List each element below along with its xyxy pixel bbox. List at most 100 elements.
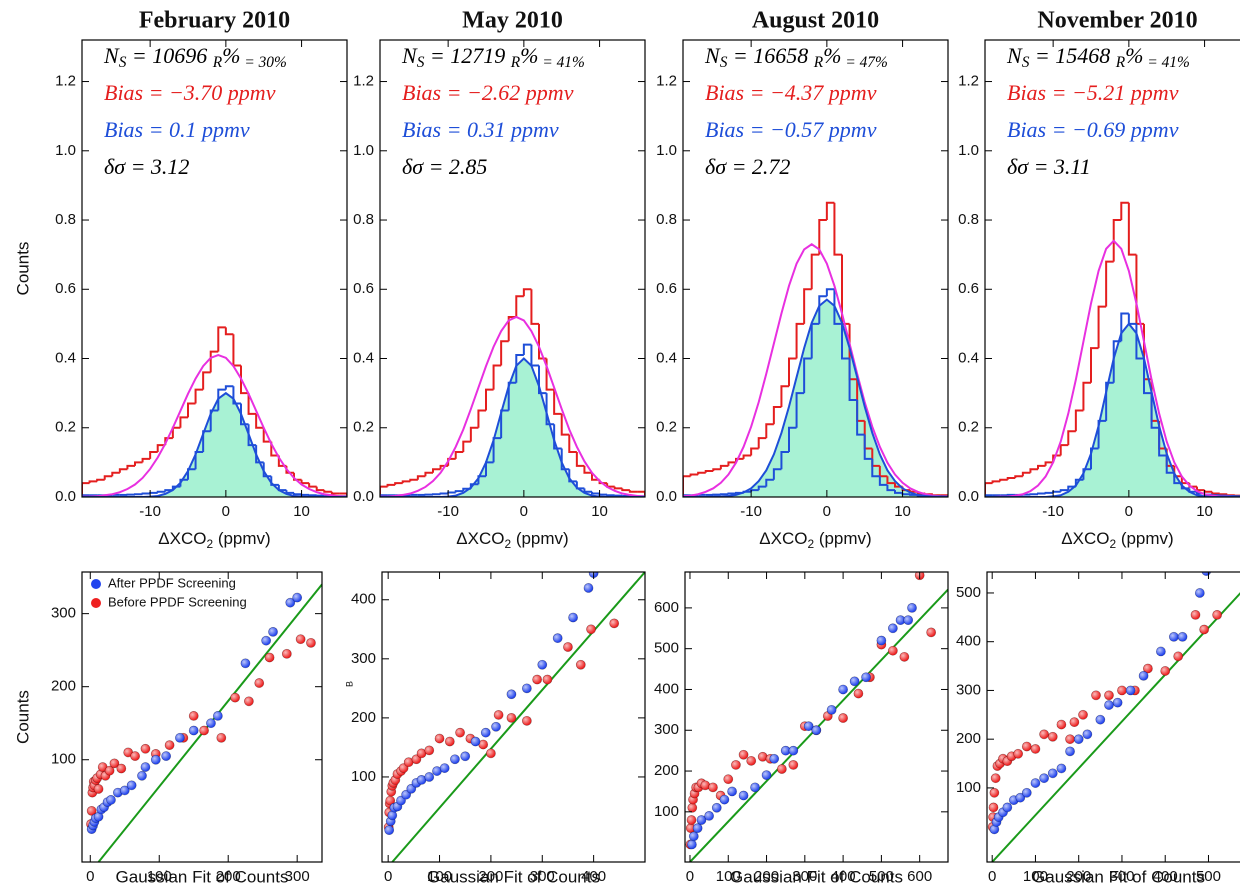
histogram-bin xyxy=(308,483,317,488)
annotation: δσ = 2.85 xyxy=(402,154,487,179)
legend-label: After PPDF Screening xyxy=(108,575,236,590)
histogram-bin xyxy=(454,490,464,493)
x-tick-label: 400 xyxy=(581,868,606,885)
text-segment: (ppmv) xyxy=(511,529,569,548)
fit-line xyxy=(689,588,948,862)
subscript: R xyxy=(212,54,223,71)
histogram-bin xyxy=(780,385,789,407)
histogram-bin xyxy=(88,480,98,484)
text-segment: N xyxy=(401,43,418,68)
fit-area xyxy=(380,358,645,497)
histogram-bin xyxy=(240,365,249,395)
annotation: NS = 16658 R% = 47% xyxy=(704,43,888,70)
histogram-bin xyxy=(82,494,90,497)
histogram-bin xyxy=(697,471,706,475)
x-tick-label: 0 xyxy=(686,868,694,885)
y-tick-label: 500 xyxy=(654,640,679,657)
histogram-bin xyxy=(179,416,188,428)
y-tick-label: 0.8 xyxy=(958,211,979,228)
histogram-bin xyxy=(386,483,396,487)
histogram-bin xyxy=(795,392,805,428)
histogram-bin xyxy=(285,490,294,494)
x-tick-label: 300 xyxy=(1109,868,1134,885)
plot-area xyxy=(685,572,948,862)
text-segment: ΔXCO xyxy=(456,529,504,548)
x-tick-label: -10 xyxy=(1042,503,1064,520)
x-axis-label: ΔXCO2 (ppmv) xyxy=(1061,529,1173,551)
histogram-bin xyxy=(1218,493,1228,496)
histogram-bin xyxy=(780,450,789,470)
histogram-bin xyxy=(141,492,151,495)
annotation: NS = 15468 R% = 41% xyxy=(1006,43,1190,70)
histogram-bin xyxy=(149,450,158,459)
annotation: Bias = −4.37 ppmv xyxy=(705,80,877,105)
histogram-bin xyxy=(447,457,456,466)
histogram-bin xyxy=(255,445,264,464)
annotation: δσ = 2.72 xyxy=(705,154,790,179)
y-tick-label: 1.0 xyxy=(958,142,979,159)
histogram-bin xyxy=(538,323,547,360)
histogram-bin xyxy=(621,488,630,492)
text-segment: Bias = −0.57 ppmv xyxy=(705,117,877,142)
text-segment: % xyxy=(222,43,240,68)
x-tick-label: 200 xyxy=(216,868,241,885)
histogram-bin xyxy=(719,464,729,470)
chart-title: November 2010 xyxy=(1037,8,1197,34)
x-tick-label: 0 xyxy=(384,868,392,885)
y-tick-label: 0.6 xyxy=(353,280,374,297)
histogram-bin xyxy=(1097,305,1107,349)
annotation: δσ = 3.12 xyxy=(104,154,189,179)
x-tick-label: 0 xyxy=(86,868,94,885)
y-tick-label: 300 xyxy=(351,650,376,667)
legend-label: Before PPDF Screening xyxy=(108,594,247,609)
subscript: R xyxy=(510,54,521,71)
x-axis-label: Gaussian Fit of Counts xyxy=(1032,867,1205,886)
histogram-bin xyxy=(240,403,249,426)
x-tick-label: 200 xyxy=(478,868,503,885)
histogram-bin xyxy=(1211,491,1220,495)
x-tick-label: 400 xyxy=(1153,868,1178,885)
histogram-bin xyxy=(788,426,797,452)
y-tick-label: 500 xyxy=(956,584,981,601)
histogram-bin xyxy=(1112,219,1122,262)
y-tick-label: 300 xyxy=(654,721,679,738)
histogram-bin xyxy=(247,393,257,415)
x-tick-label: 600 xyxy=(907,868,932,885)
text-segment: δσ = 3.12 xyxy=(104,154,189,179)
histogram-bin xyxy=(515,295,524,317)
x-tick-label: -10 xyxy=(437,503,459,520)
y-tick-label: 0.2 xyxy=(55,419,76,436)
histogram-bin xyxy=(833,289,842,325)
histogram-bin xyxy=(171,426,181,439)
text-segment: δσ = 2.85 xyxy=(402,154,487,179)
plot-area xyxy=(82,326,347,497)
y-tick-label: 0.4 xyxy=(353,349,374,366)
y-axis-label: Counts xyxy=(13,242,32,296)
fit-curve xyxy=(683,298,948,497)
y-tick-label: 0.4 xyxy=(656,349,677,366)
x-tick-label: 10 xyxy=(591,503,608,520)
histogram-bin xyxy=(1105,260,1114,307)
histogram-bin xyxy=(224,327,234,336)
histogram-bin xyxy=(1037,464,1046,470)
x-tick-label: 300 xyxy=(530,868,555,885)
histogram-bin xyxy=(848,358,858,402)
histogram-bin xyxy=(538,365,547,395)
histogram-bin xyxy=(818,295,827,324)
x-tick-label: -10 xyxy=(139,503,161,520)
histogram-bin xyxy=(1037,492,1046,495)
histogram-bin xyxy=(788,357,797,387)
y-tick-label: 0.6 xyxy=(656,280,677,297)
chart-title: February 2010 xyxy=(139,8,290,34)
y-tick-label: 300 xyxy=(956,681,981,698)
subscript: = 30% xyxy=(240,54,286,71)
y-tick-label: 200 xyxy=(51,678,76,695)
histogram-bin xyxy=(765,478,774,487)
subscript: 2 xyxy=(206,537,213,551)
histogram-bin xyxy=(1052,490,1061,493)
histogram-bin xyxy=(380,494,388,497)
y-tick-label: 0.0 xyxy=(55,488,76,505)
histogram-bin xyxy=(1105,381,1114,421)
y-tick-label: 400 xyxy=(351,591,376,608)
text-segment: N xyxy=(1006,43,1023,68)
